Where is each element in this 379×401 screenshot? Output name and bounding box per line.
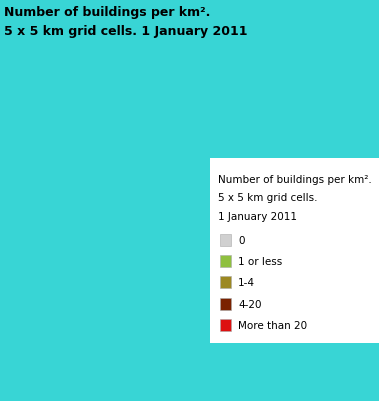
FancyBboxPatch shape [220, 319, 231, 331]
Text: 1 or less: 1 or less [238, 256, 282, 266]
Text: 0: 0 [238, 235, 244, 245]
Text: 5 x 5 km grid cells.: 5 x 5 km grid cells. [218, 193, 318, 203]
FancyBboxPatch shape [220, 277, 231, 289]
Text: Number of buildings per km².: Number of buildings per km². [4, 6, 210, 19]
Text: 1-4: 1-4 [238, 277, 255, 288]
Text: Number of buildings per km².: Number of buildings per km². [218, 174, 372, 184]
Text: More than 20: More than 20 [238, 320, 307, 330]
Text: 5 x 5 km grid cells. 1 January 2011: 5 x 5 km grid cells. 1 January 2011 [4, 25, 247, 38]
FancyBboxPatch shape [210, 158, 379, 343]
FancyBboxPatch shape [220, 298, 231, 310]
FancyBboxPatch shape [220, 234, 231, 246]
Text: 1 January 2011: 1 January 2011 [218, 211, 297, 221]
FancyBboxPatch shape [220, 255, 231, 267]
Text: 4-20: 4-20 [238, 299, 262, 309]
